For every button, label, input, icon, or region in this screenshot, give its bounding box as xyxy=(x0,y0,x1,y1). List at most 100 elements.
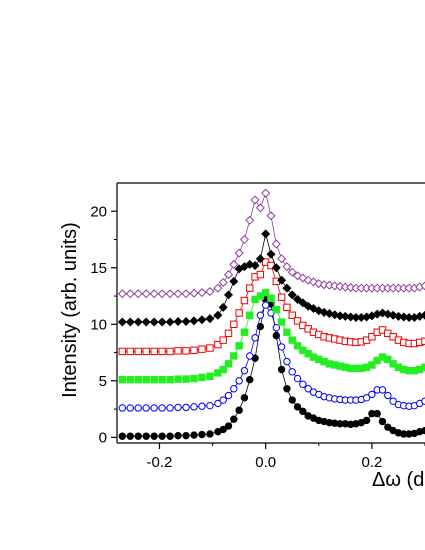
data-point xyxy=(118,375,127,384)
data-point xyxy=(246,352,254,360)
data-point xyxy=(267,294,275,303)
data-point xyxy=(181,289,191,299)
data-point xyxy=(224,422,233,430)
data-point xyxy=(324,309,334,319)
data-point xyxy=(118,347,127,356)
series-6 xyxy=(117,188,425,299)
data-point xyxy=(368,390,376,399)
data-point xyxy=(150,347,158,356)
data-point xyxy=(277,318,286,326)
x-tick-label: 0.2 xyxy=(361,454,382,471)
data-point xyxy=(378,417,387,426)
data-point xyxy=(303,301,313,311)
data-point xyxy=(235,342,243,350)
data-point xyxy=(125,289,135,299)
data-point xyxy=(235,309,243,317)
data-point xyxy=(420,281,425,291)
data-point xyxy=(240,328,249,336)
data-point xyxy=(126,347,134,356)
data-point xyxy=(277,275,287,285)
data-point xyxy=(142,375,150,384)
data-point xyxy=(240,394,249,402)
data-point xyxy=(118,404,127,412)
data-point xyxy=(393,311,403,321)
series-line xyxy=(122,298,425,437)
data-point xyxy=(314,306,324,316)
data-point xyxy=(224,270,234,280)
data-point xyxy=(277,365,286,374)
data-point xyxy=(219,425,227,434)
data-point xyxy=(246,284,254,292)
data-point xyxy=(158,432,166,440)
data-point xyxy=(174,347,182,355)
data-point xyxy=(384,391,392,400)
data-point xyxy=(346,312,356,322)
data-point xyxy=(245,259,255,269)
data-point xyxy=(149,289,159,299)
data-point xyxy=(271,239,281,249)
data-point xyxy=(293,342,302,350)
data-point xyxy=(133,289,143,299)
data-point xyxy=(271,263,281,273)
data-point xyxy=(240,366,249,375)
data-point xyxy=(261,288,270,297)
data-point xyxy=(282,262,292,272)
data-point xyxy=(324,280,334,290)
data-point xyxy=(224,391,233,400)
data-point xyxy=(245,215,255,225)
data-point xyxy=(283,328,291,336)
data-point xyxy=(246,311,254,319)
data-point xyxy=(266,211,276,221)
data-point xyxy=(287,290,297,300)
y-tick-label: 0 xyxy=(99,429,107,446)
data-point xyxy=(251,334,259,342)
data-point xyxy=(256,311,265,319)
data-point xyxy=(224,290,234,300)
data-point xyxy=(205,314,215,324)
data-point xyxy=(272,305,281,314)
data-point xyxy=(389,397,397,405)
data-point xyxy=(213,310,223,320)
data-point xyxy=(125,317,135,327)
data-point xyxy=(288,336,296,344)
data-point xyxy=(368,361,376,369)
data-point xyxy=(420,310,425,320)
data-point xyxy=(288,311,296,319)
data-point xyxy=(224,360,233,368)
data-point xyxy=(134,404,142,412)
data-point xyxy=(206,401,214,410)
data-point xyxy=(198,402,206,410)
data-point xyxy=(157,317,167,327)
data-point xyxy=(346,283,356,293)
series-2 xyxy=(118,301,425,412)
data-point xyxy=(166,432,174,440)
data-point xyxy=(287,267,297,277)
data-point xyxy=(240,296,249,305)
data-point xyxy=(190,346,198,355)
data-point xyxy=(340,282,350,292)
data-point xyxy=(190,403,198,411)
data-point xyxy=(299,407,307,416)
data-point xyxy=(182,431,190,440)
data-point xyxy=(277,254,287,264)
data-point xyxy=(198,373,206,382)
x-tick-label: -0.2 xyxy=(147,454,173,471)
data-point xyxy=(182,403,190,412)
data-point xyxy=(190,431,198,439)
data-point xyxy=(150,375,158,384)
data-point xyxy=(158,375,166,384)
x-tick-label: 0.0 xyxy=(255,454,276,471)
series-3 xyxy=(118,288,425,384)
data-point xyxy=(117,289,127,299)
data-point xyxy=(126,404,134,412)
data-point xyxy=(229,259,239,269)
data-point xyxy=(388,310,398,320)
data-point xyxy=(198,345,206,353)
data-point xyxy=(141,289,151,299)
data-point xyxy=(157,289,167,299)
data-point xyxy=(362,394,371,402)
data-point xyxy=(141,317,151,327)
data-point xyxy=(303,275,313,285)
data-point xyxy=(235,377,243,385)
